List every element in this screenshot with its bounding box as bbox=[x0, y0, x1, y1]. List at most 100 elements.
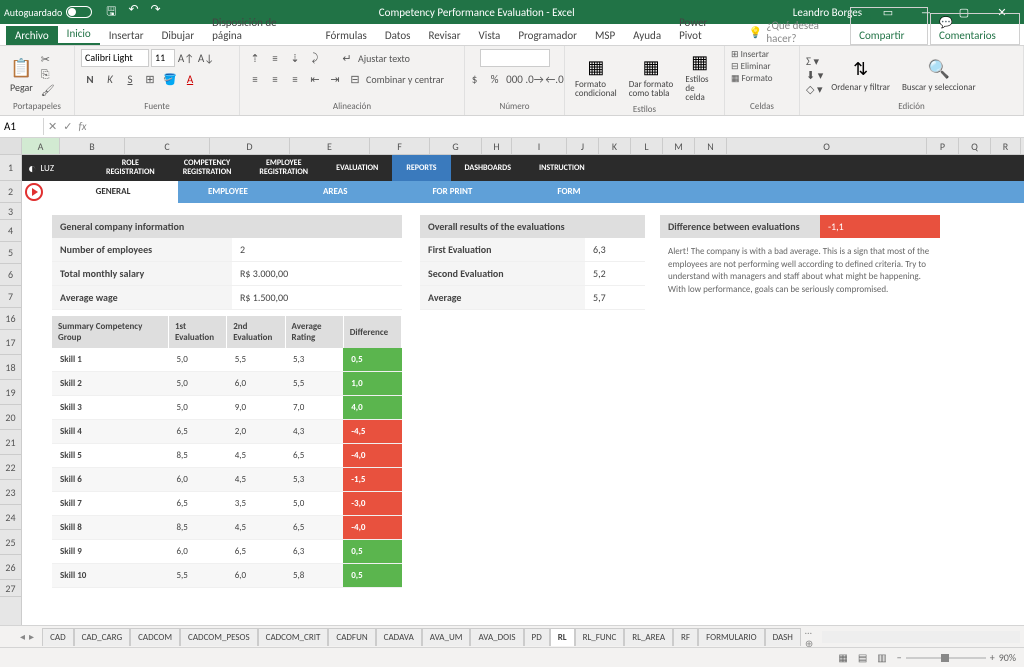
play-icon[interactable] bbox=[25, 183, 43, 201]
tab-review[interactable]: Revisar bbox=[419, 26, 469, 45]
italic-icon[interactable]: K bbox=[101, 70, 119, 88]
autosave-toggle[interactable]: Autoguardado bbox=[4, 6, 92, 19]
cut-icon[interactable]: ✂ bbox=[41, 53, 55, 66]
subtab-for-print[interactable]: FOR PRINT bbox=[392, 181, 512, 203]
sort-filter-button[interactable]: ⇅Ordenar y filtrar bbox=[827, 56, 894, 95]
sheet-tab-DASH[interactable]: DASH bbox=[765, 628, 801, 646]
subtab-areas[interactable]: AREAS bbox=[278, 181, 393, 203]
tab-formulas[interactable]: Fórmulas bbox=[317, 26, 376, 45]
nav-reports[interactable]: REPORTS bbox=[392, 155, 450, 181]
col-header-D[interactable]: D bbox=[210, 138, 290, 154]
indent-right-icon[interactable]: ⇥ bbox=[326, 70, 344, 88]
font-size-select[interactable]: 11 bbox=[151, 49, 175, 67]
tabs-prev-icon[interactable]: ◂ bbox=[20, 630, 25, 643]
nav-role-registration[interactable]: ROLEREGISTRATION bbox=[92, 155, 169, 181]
cell-styles-button[interactable]: ▦Estilos de celda bbox=[681, 49, 718, 104]
tab-help[interactable]: Ayuda bbox=[624, 26, 670, 45]
col-header-J[interactable]: J bbox=[567, 138, 599, 154]
number-format-select[interactable] bbox=[480, 49, 550, 67]
merge-icon[interactable]: ⊟ bbox=[346, 70, 364, 88]
row-header-26[interactable]: 26 bbox=[0, 555, 21, 580]
sheet-tab-CADCOM_CRIT[interactable]: CADCOM_CRIT bbox=[258, 628, 329, 646]
align-top-icon[interactable]: ⇡ bbox=[246, 49, 264, 67]
col-header-E[interactable]: E bbox=[290, 138, 370, 154]
underline-icon[interactable]: S bbox=[121, 70, 139, 88]
horizontal-scrollbar[interactable] bbox=[822, 631, 1020, 643]
sheet-tab-CADAVA[interactable]: CADAVA bbox=[376, 628, 422, 646]
share-button[interactable]: 🖆 Compartir bbox=[850, 7, 928, 45]
col-header-H[interactable]: H bbox=[482, 138, 512, 154]
dec-decimal-icon[interactable]: ←.0 bbox=[546, 70, 564, 88]
tab-msp[interactable]: MSP bbox=[586, 26, 624, 45]
row-header-21[interactable]: 21 bbox=[0, 430, 21, 455]
sheet-tab-AVA_UM[interactable]: AVA_UM bbox=[422, 628, 471, 646]
sheet-tab-RF[interactable]: RF bbox=[673, 628, 698, 646]
align-right-icon[interactable]: ≡ bbox=[286, 70, 304, 88]
percent-icon[interactable]: % bbox=[486, 70, 504, 88]
sheet-tab-CAD_CARG[interactable]: CAD_CARG bbox=[74, 628, 131, 646]
view-normal-icon[interactable]: ▦ bbox=[838, 651, 847, 664]
format-cells-button[interactable]: ▦ Formato bbox=[731, 73, 773, 84]
tab-data[interactable]: Datos bbox=[376, 26, 420, 45]
border-icon[interactable]: ⊞ bbox=[141, 70, 159, 88]
row-header-4[interactable]: 4 bbox=[0, 220, 21, 242]
name-box[interactable]: A1 bbox=[0, 118, 44, 135]
decrease-font-icon[interactable]: A↓ bbox=[197, 49, 215, 67]
nav-dashboards[interactable]: DASHBOARDS bbox=[451, 155, 526, 181]
view-page-break-icon[interactable]: ▥ bbox=[877, 651, 886, 664]
tab-view[interactable]: Vista bbox=[470, 26, 510, 45]
tab-insert[interactable]: Insertar bbox=[100, 26, 153, 45]
copy-icon[interactable]: ⎘ bbox=[41, 68, 55, 82]
select-all-corner[interactable] bbox=[0, 138, 22, 154]
row-header-19[interactable]: 19 bbox=[0, 380, 21, 405]
tab-draw[interactable]: Dibujar bbox=[153, 26, 204, 45]
tabs-next-icon[interactable]: ▸ bbox=[29, 630, 34, 643]
increase-font-icon[interactable]: A↑ bbox=[177, 49, 195, 67]
delete-cells-button[interactable]: ⊟ Eliminar bbox=[731, 61, 771, 72]
sheet-tab-FORMULARIO[interactable]: FORMULARIO bbox=[698, 628, 764, 646]
cancel-icon[interactable]: ✕ bbox=[48, 120, 57, 133]
save-icon[interactable]: 🖫 bbox=[106, 2, 116, 23]
clear-icon[interactable]: ◇ ▾ bbox=[806, 83, 823, 96]
enter-icon[interactable]: ✓ bbox=[63, 120, 72, 133]
row-header-16[interactable]: 16 bbox=[0, 308, 21, 330]
row-header-2[interactable]: 2 bbox=[0, 181, 21, 203]
paste-button[interactable]: 📋Pegar bbox=[6, 55, 37, 96]
col-header-M[interactable]: M bbox=[663, 138, 695, 154]
col-header-P[interactable]: P bbox=[927, 138, 959, 154]
view-page-layout-icon[interactable]: ▤ bbox=[858, 651, 867, 664]
sheet-tab-RL_FUNC[interactable]: RL_FUNC bbox=[575, 628, 625, 646]
insert-cells-button[interactable]: ⊞ Insertar bbox=[731, 49, 769, 60]
undo-icon[interactable]: ↶ bbox=[128, 2, 138, 23]
fill-icon[interactable]: ⬇ ▾ bbox=[806, 69, 823, 82]
fill-color-icon[interactable]: 🪣 bbox=[161, 70, 179, 88]
indent-left-icon[interactable]: ⇤ bbox=[306, 70, 324, 88]
row-header-20[interactable]: 20 bbox=[0, 405, 21, 430]
nav-competency-registration[interactable]: COMPETENCYREGISTRATION bbox=[169, 155, 246, 181]
row-header-27[interactable]: 27 bbox=[0, 580, 21, 597]
find-select-button[interactable]: 🔍Buscar y seleccionar bbox=[898, 56, 980, 95]
tab-power-pivot[interactable]: Power Pivot bbox=[670, 13, 741, 45]
orientation-icon[interactable]: ⤸ bbox=[306, 49, 324, 67]
wrap-text-icon[interactable]: ↵ bbox=[338, 49, 356, 67]
row-header-25[interactable]: 25 bbox=[0, 530, 21, 555]
tell-me-search[interactable]: 💡 ¿Qué desea hacer? bbox=[749, 19, 850, 45]
col-header-C[interactable]: C bbox=[125, 138, 210, 154]
col-header-R[interactable]: R bbox=[991, 138, 1021, 154]
row-header-18[interactable]: 18 bbox=[0, 355, 21, 380]
align-middle-icon[interactable]: ≡ bbox=[266, 49, 284, 67]
col-header-N[interactable]: N bbox=[695, 138, 727, 154]
col-header-A[interactable]: A bbox=[22, 138, 60, 154]
merge-label[interactable]: Combinar y centrar bbox=[366, 73, 444, 86]
col-header-O[interactable]: O bbox=[727, 138, 927, 154]
inc-decimal-icon[interactable]: .0→ bbox=[526, 70, 544, 88]
sheet-tab-CADCOM[interactable]: CADCOM bbox=[130, 628, 180, 646]
autosum-icon[interactable]: Σ ▾ bbox=[806, 55, 823, 68]
align-bottom-icon[interactable]: ⇣ bbox=[286, 49, 304, 67]
format-table-button[interactable]: ▦Dar formato como tabla bbox=[625, 54, 678, 100]
tab-file[interactable]: Archivo bbox=[6, 26, 58, 45]
wrap-text-label[interactable]: Ajustar texto bbox=[358, 52, 410, 65]
col-header-G[interactable]: G bbox=[430, 138, 482, 154]
row-header-3[interactable]: 3 bbox=[0, 203, 21, 220]
row-header-17[interactable]: 17 bbox=[0, 330, 21, 355]
